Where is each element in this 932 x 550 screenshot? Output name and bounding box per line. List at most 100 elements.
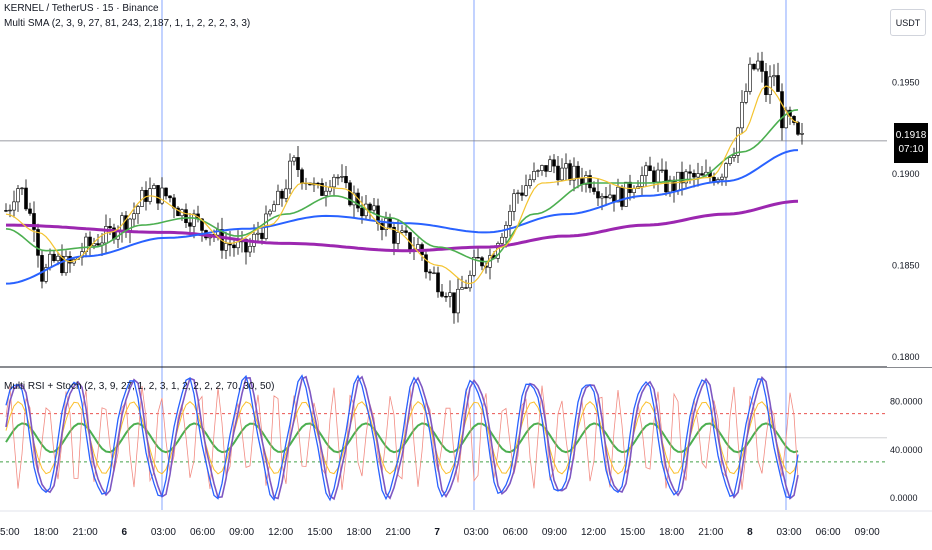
candle-body [288, 160, 292, 190]
candle-body [224, 243, 228, 251]
candle-body [200, 218, 204, 231]
candle-body [192, 213, 196, 227]
candle-body [644, 165, 648, 176]
candle-body [28, 208, 32, 214]
candle-body [300, 169, 304, 184]
sma-slow-line [5, 149, 799, 285]
candle-body [436, 272, 440, 293]
candle-body [532, 171, 536, 181]
candle-body [508, 211, 512, 226]
time-tick-label: 03:00 [151, 527, 176, 538]
candle-body [800, 133, 804, 135]
candle-body [372, 205, 376, 211]
sma-mid-line [5, 109, 799, 263]
candle-body [280, 190, 284, 199]
candle-body [728, 157, 732, 164]
candle-body [756, 60, 760, 70]
time-tick-label: 18:00 [34, 527, 59, 538]
candle-body [724, 163, 728, 178]
candle-body [284, 188, 288, 199]
candle-body [52, 253, 56, 261]
candle-body [672, 179, 676, 192]
oscillator-tick-label: 80.0000 [890, 397, 923, 407]
candle-body [340, 176, 344, 178]
time-tick-label: 6 [122, 527, 128, 538]
time-tick-label: 09:00 [229, 527, 254, 538]
candle-body [468, 274, 472, 289]
time-tick-label: 8 [747, 527, 753, 538]
bar-countdown: 07:10 [898, 144, 924, 155]
price-tick-label: 0.1850 [892, 260, 920, 270]
candle-body [764, 71, 768, 95]
candle-body [524, 185, 528, 196]
candle-body [96, 243, 100, 246]
candle-body [640, 175, 644, 187]
candle-body [720, 176, 724, 180]
stoch-k-line [5, 374, 799, 502]
candle-body [624, 181, 628, 207]
candle-body [44, 267, 48, 282]
candle-body [164, 187, 168, 197]
time-tick-label: 09:00 [542, 527, 567, 538]
candle-body [360, 207, 364, 217]
candle-body [424, 254, 428, 273]
candle-body [796, 122, 800, 135]
candle-body [260, 232, 264, 239]
candle-body [176, 207, 180, 217]
candle-body [352, 192, 356, 206]
candle-body [400, 230, 404, 233]
candle-body [680, 171, 684, 184]
last-price-value: 0.1918 [895, 130, 927, 141]
candle-body [268, 210, 272, 215]
candle-body [452, 292, 456, 314]
candle-body [604, 195, 608, 199]
oscillator-tick-label: 0.0000 [890, 493, 918, 503]
currency-label[interactable]: USDT [890, 9, 926, 36]
candle-body [136, 206, 140, 214]
sma-fast-line [5, 85, 799, 285]
time-tick-label: 06:00 [503, 527, 528, 538]
candle-body [296, 157, 300, 171]
candle-body [600, 195, 604, 199]
candle-body [60, 255, 64, 274]
sma-indicator-legend[interactable]: Multi SMA (2, 3, 9, 27, 81, 243, 2,187, … [4, 18, 251, 29]
time-tick-label: 7 [434, 527, 440, 538]
candle-body [744, 91, 748, 103]
candle-body [348, 182, 352, 206]
candle-body [628, 181, 632, 193]
time-tick-label: 21:00 [698, 527, 723, 538]
oscillator-tick-label: 40.0000 [890, 445, 923, 455]
candle-body [740, 102, 744, 129]
candle-body [108, 226, 112, 229]
candle-body [464, 287, 468, 289]
oscillator-indicator-legend[interactable]: Multi RSI + Stoch (2, 3, 9, 27, 1, 2, 3,… [4, 381, 275, 392]
candle-body [184, 209, 188, 223]
candle-body [620, 186, 624, 207]
candle-body [292, 157, 296, 162]
rsi-mid-line [5, 401, 799, 475]
candle-body [160, 187, 164, 204]
candle-body [16, 188, 20, 203]
candle-body [148, 188, 152, 202]
candle-body [500, 236, 504, 244]
candle-body [256, 232, 260, 235]
candle-body [272, 204, 276, 212]
price-axis-bg [887, 0, 932, 367]
candle-body [276, 190, 280, 206]
candle-body [648, 165, 652, 172]
price-tick-label: 0.1800 [892, 352, 920, 362]
candle-body [384, 218, 388, 230]
candle-body [88, 236, 92, 247]
candle-body [768, 76, 772, 95]
candle-body [684, 171, 688, 184]
candle-body [616, 186, 620, 203]
candle-body [456, 288, 460, 314]
candle-body [8, 209, 12, 212]
candle-body [324, 190, 328, 196]
candle-body [236, 241, 240, 249]
candle-body [700, 173, 704, 176]
candle-body [608, 194, 612, 199]
candle-body [736, 127, 740, 156]
candle-body [584, 175, 588, 185]
